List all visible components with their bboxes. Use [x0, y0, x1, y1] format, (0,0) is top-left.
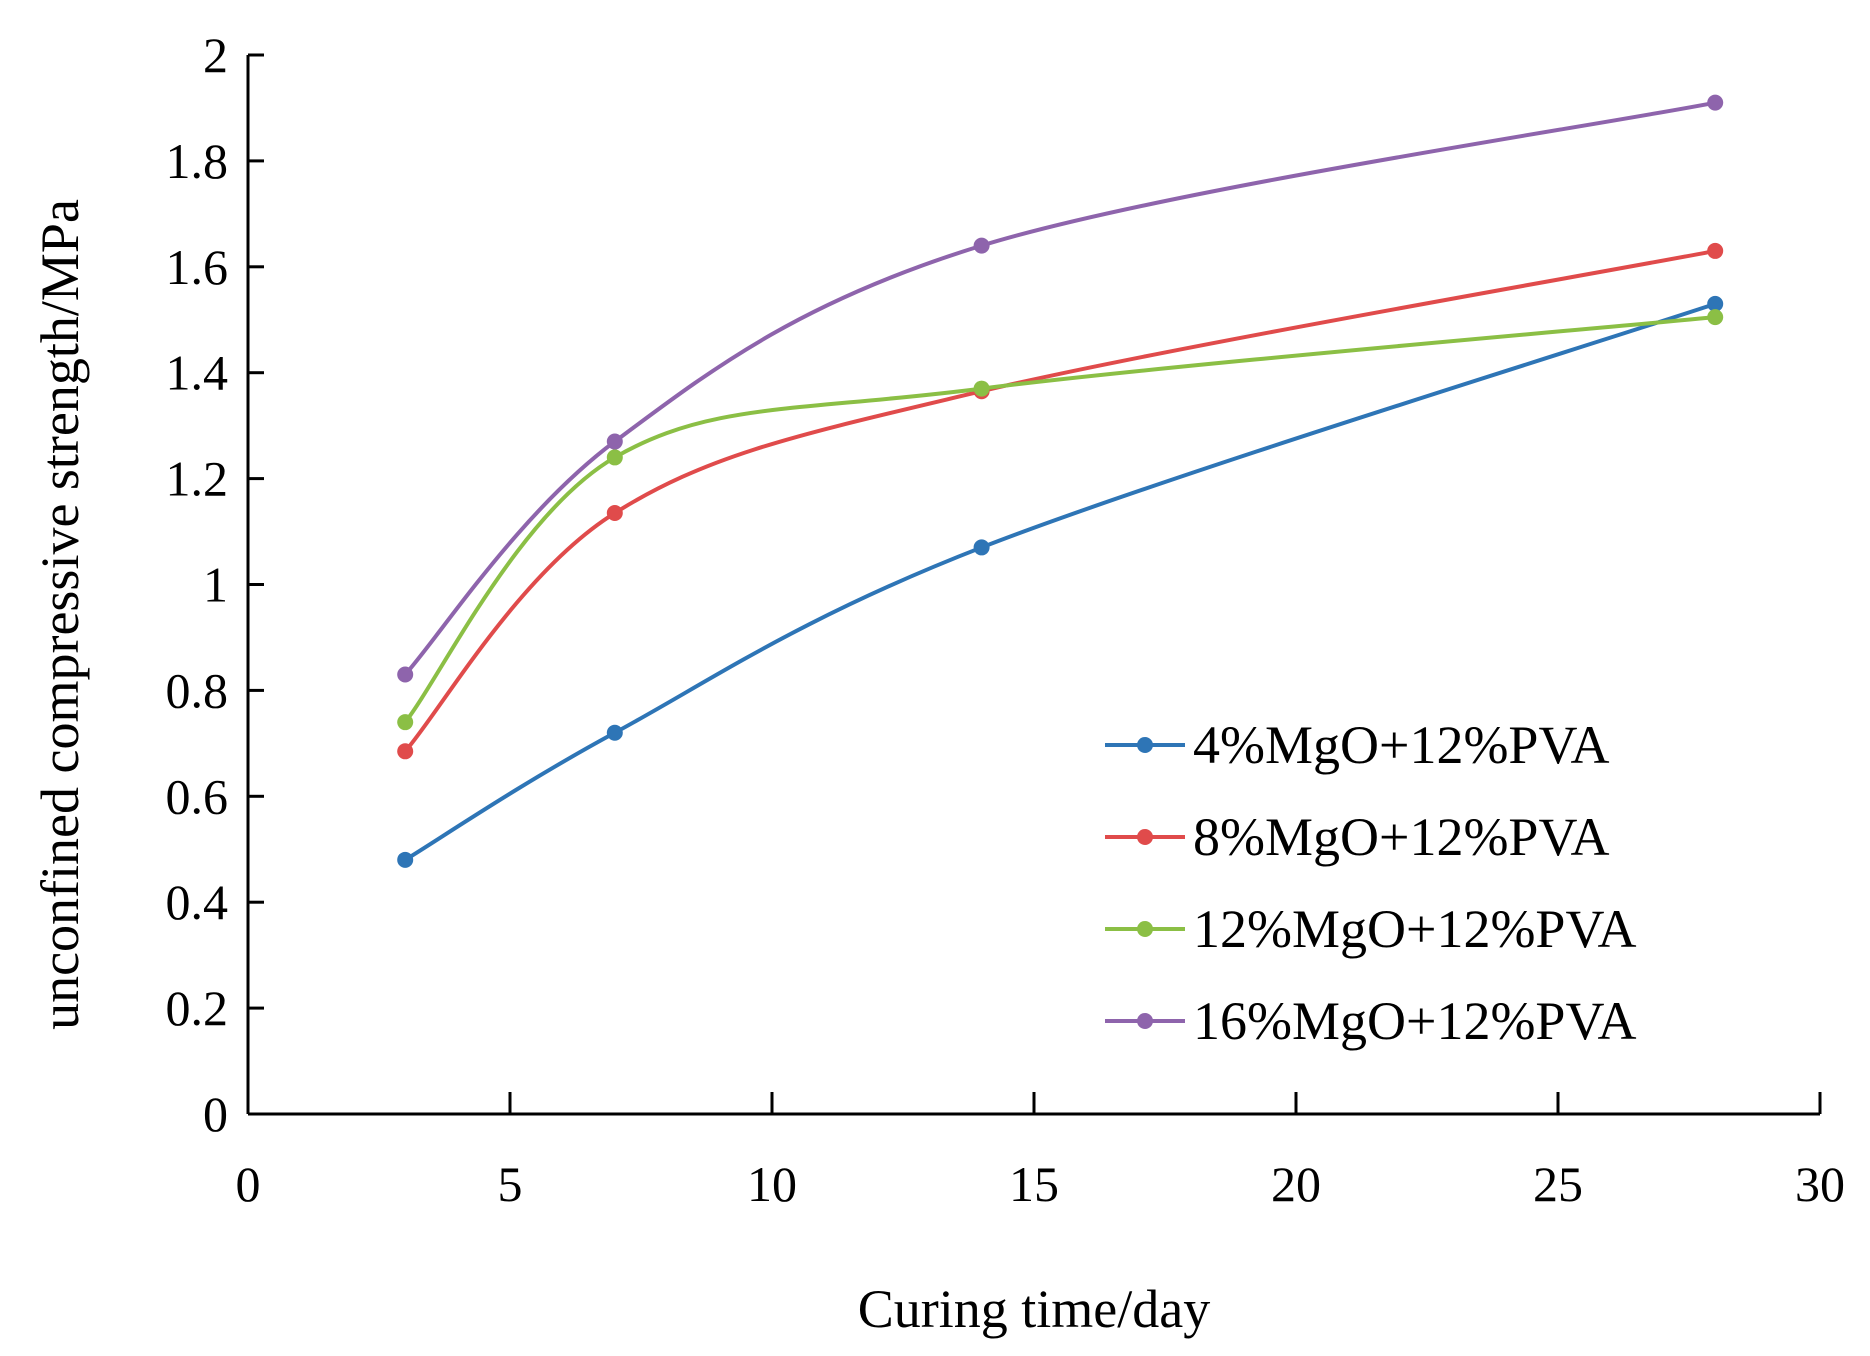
legend-label: 8%MgO+12%PVA [1193, 807, 1610, 867]
legend-label: 12%MgO+12%PVA [1193, 899, 1637, 959]
y-tick-label: 0 [203, 1086, 228, 1142]
series-line [403, 248, 1716, 753]
axes: 00.20.40.60.811.21.41.61.820 5 10 15 20 25 30 [166, 27, 1846, 1212]
x-tick-label: 5 [498, 1156, 523, 1212]
legend-swatch-marker [1137, 737, 1153, 753]
y-tick-label: 0.8 [166, 662, 229, 718]
data-point [973, 539, 990, 556]
data-point [606, 724, 623, 741]
y-tick-label: 1.6 [166, 239, 229, 295]
data-point [397, 714, 414, 731]
legend-swatch-marker [1137, 921, 1153, 937]
series-line [403, 315, 1716, 724]
series-3 [397, 309, 1724, 731]
legend-swatch-marker [1137, 1013, 1153, 1029]
y-tick-label: 0.4 [166, 874, 229, 930]
x-tick-label: 20 [1271, 1156, 1321, 1212]
legend-label: 16%MgO+12%PVA [1193, 991, 1637, 1051]
legend-item: 8%MgO+12%PVA [1105, 807, 1610, 867]
x-axis-title: Curing time/day [858, 1279, 1210, 1339]
y-tick-label: 1.2 [166, 451, 229, 507]
series-2 [397, 242, 1724, 760]
series-1 [397, 295, 1724, 868]
legend: 4%MgO+12%PVA 8%MgO+12%PVA 12%MgO+12%PVA 16%… [1105, 715, 1637, 1051]
series-line [403, 100, 1716, 676]
data-point [973, 380, 990, 397]
y-tick-label: 2 [203, 27, 228, 83]
y-tick-label: 0.2 [166, 980, 229, 1036]
legend-item: 16%MgO+12%PVA [1105, 991, 1637, 1051]
legend-item: 12%MgO+12%PVA [1105, 899, 1637, 959]
x-tick-label: 10 [747, 1156, 797, 1212]
x-tick-label: 15 [1009, 1156, 1059, 1212]
data-point [397, 851, 414, 868]
data-point [397, 743, 414, 760]
plot-lines [397, 94, 1724, 868]
legend-swatch-marker [1137, 829, 1153, 845]
x-tick-label: 0 [236, 1156, 261, 1212]
legend-item: 4%MgO+12%PVA [1105, 715, 1610, 775]
y-tick-label: 1.8 [166, 133, 229, 189]
y-tick-label: 0.6 [166, 768, 229, 824]
x-tick-label: 25 [1533, 1156, 1583, 1212]
data-point [397, 666, 414, 683]
data-point [1707, 309, 1724, 326]
series-line [404, 301, 1716, 862]
data-point [1707, 94, 1724, 111]
data-point [606, 505, 623, 522]
data-point [973, 237, 990, 254]
series-4 [397, 94, 1724, 683]
y-tick-label: 1.4 [166, 345, 229, 401]
data-point [1707, 295, 1724, 312]
legend-label: 4%MgO+12%PVA [1193, 715, 1610, 775]
data-point [606, 433, 623, 450]
data-point [606, 449, 623, 466]
x-tick-label: 30 [1795, 1156, 1845, 1212]
y-tick-label: 1 [203, 557, 228, 613]
data-point [1707, 242, 1724, 259]
y-axis-title: unconfined compressive strength/MPa [30, 199, 90, 1030]
